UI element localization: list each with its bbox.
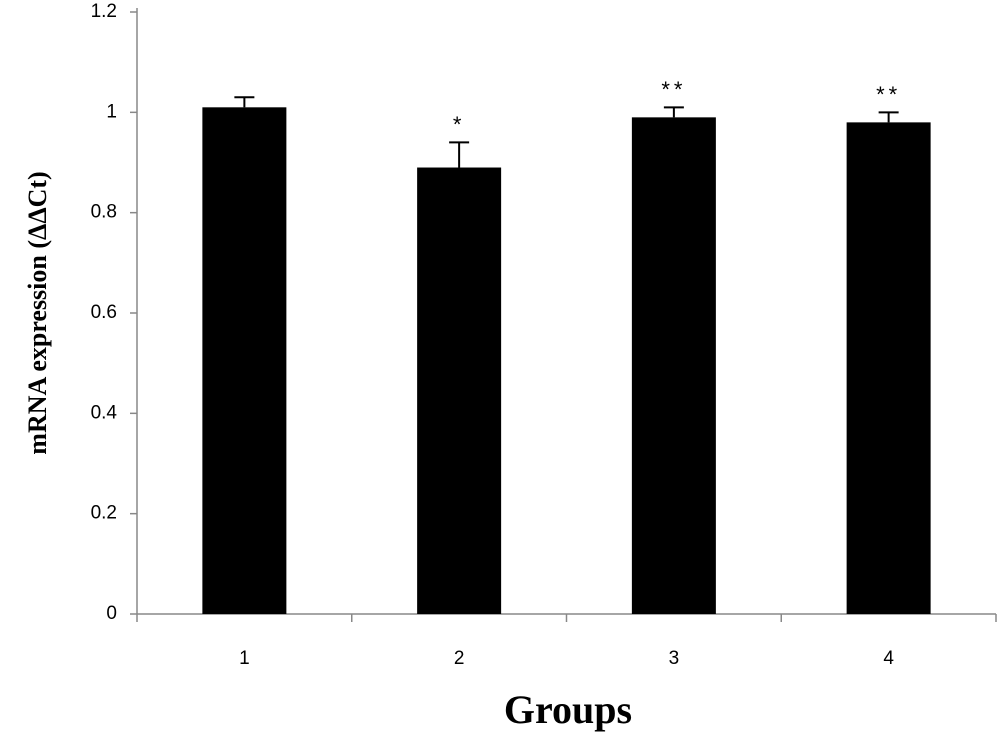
- error-bar: [449, 141, 470, 168]
- error-bar: [663, 106, 684, 118]
- bar: [846, 122, 931, 614]
- significance-label: **: [876, 82, 901, 107]
- y-tick-label: 0.6: [91, 302, 117, 323]
- y-axis-title: mRNA expression (ΔΔCt): [23, 171, 52, 454]
- x-axis-title: Groups: [504, 687, 632, 732]
- y-tick-label: 1.2: [91, 1, 117, 22]
- bar: [631, 117, 716, 614]
- y-tick-label: 0.8: [91, 202, 117, 223]
- y-tick-label: 0.2: [91, 503, 117, 524]
- x-tick-label: 3: [669, 648, 680, 669]
- x-tick-label: 4: [883, 648, 894, 669]
- significance-label: **: [661, 77, 686, 102]
- x-tick-label: 2: [454, 648, 465, 669]
- bar: [202, 107, 287, 615]
- y-tick-label: 0.4: [91, 402, 118, 423]
- error-bar: [878, 111, 899, 123]
- significance-label: *: [453, 112, 466, 137]
- error-bar: [234, 96, 255, 108]
- bar: [417, 167, 502, 614]
- y-tick-label: 0: [106, 603, 117, 624]
- x-tick-label: 1: [239, 648, 250, 669]
- y-tick-label: 1: [106, 101, 117, 122]
